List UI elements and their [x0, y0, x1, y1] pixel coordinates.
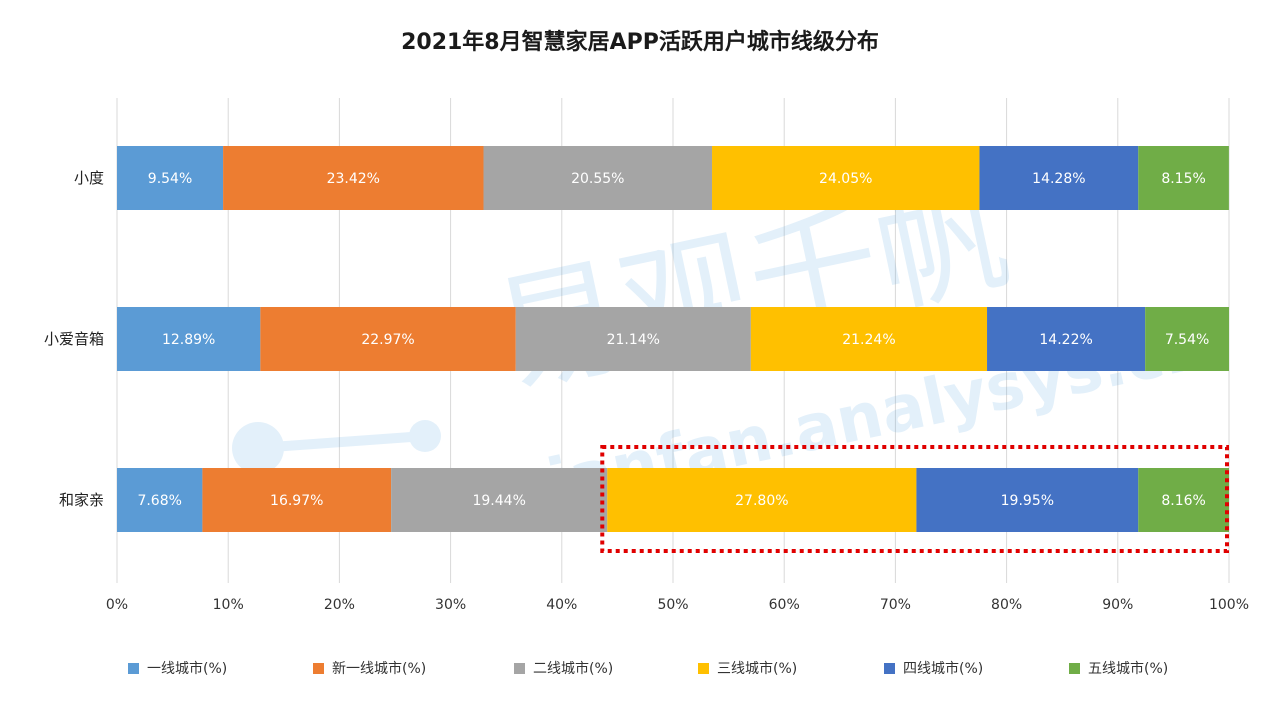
data-label: 20.55%	[571, 171, 624, 187]
x-tick-label: 80%	[991, 597, 1022, 613]
legend: 一线城市(%) 新一线城市(%) 二线城市(%) 三线城市(%) 四线城市(%) 五线城市…	[0, 658, 1280, 682]
data-label: 19.44%	[472, 493, 525, 509]
x-tick-label: 70%	[880, 597, 911, 613]
data-label: 21.24%	[842, 332, 895, 348]
data-label: 23.42%	[327, 171, 380, 187]
legend-label: 五线城市(%)	[1088, 661, 1169, 677]
legend-swatch	[128, 662, 139, 674]
bars	[117, 146, 1229, 532]
highlight-box	[600, 445, 1229, 553]
watermark-logo-icon	[257, 431, 426, 453]
bar-segment	[117, 307, 261, 371]
data-label: 19.95%	[1001, 493, 1054, 509]
bar-segment	[979, 146, 1139, 210]
bar-segment	[391, 468, 608, 532]
x-axis-ticks: 0% 10% 20% 30% 40% 50% 60% 70% 80% 90% 100%	[106, 597, 1249, 613]
legend-item: 五线城市(%)	[1069, 658, 1168, 678]
bar-segment	[712, 146, 980, 210]
bar-segment	[117, 468, 203, 532]
bar-segment	[750, 307, 988, 371]
bar-segment	[117, 146, 224, 210]
legend-item: 二线城市(%)	[514, 658, 613, 678]
bar-segment	[916, 468, 1139, 532]
legend-swatch	[313, 662, 324, 674]
legend-item: 一线城市(%)	[128, 658, 227, 678]
bar-segment	[607, 468, 917, 532]
bar-segment	[1145, 307, 1229, 371]
data-label: 9.54%	[148, 171, 192, 187]
watermark-logo-icon	[232, 422, 284, 474]
legend-swatch	[514, 662, 525, 674]
data-label: 14.28%	[1032, 171, 1085, 187]
x-tick-label: 90%	[1102, 597, 1133, 613]
x-tick-label: 100%	[1209, 597, 1249, 613]
data-label: 14.22%	[1039, 332, 1092, 348]
highlight-box	[600, 445, 1229, 553]
legend-label: 三线城市(%)	[717, 661, 798, 677]
data-label: 12.89%	[162, 332, 215, 348]
x-tick-label: 20%	[324, 597, 355, 613]
legend-label: 新一线城市(%)	[332, 661, 427, 677]
x-tick-label: 60%	[769, 597, 800, 613]
x-tick-label: 0%	[106, 597, 128, 613]
legend-item: 三线城市(%)	[698, 658, 797, 678]
category-label: 和家亲	[59, 491, 104, 509]
category-label: 小爱音箱	[44, 330, 104, 348]
data-label: 8.16%	[1161, 493, 1205, 509]
legend-swatch	[884, 662, 895, 674]
legend-item: 新一线城市(%)	[313, 658, 426, 678]
bar-segment	[1138, 468, 1229, 532]
chart-title: 2021年8月智慧家居APP活跃用户城市线级分布	[401, 30, 879, 55]
x-tick-label: 50%	[657, 597, 688, 613]
data-label: 16.97%	[270, 493, 323, 509]
data-label: 21.14%	[607, 332, 660, 348]
x-tick-label: 30%	[435, 597, 466, 613]
bar-segment	[260, 307, 516, 371]
data-label: 24.05%	[819, 171, 872, 187]
watermark-logo-icon	[409, 420, 441, 452]
x-tick-label: 10%	[213, 597, 244, 613]
data-label: 8.15%	[1161, 171, 1205, 187]
data-label: 22.97%	[361, 332, 414, 348]
legend-label: 一线城市(%)	[147, 661, 228, 677]
x-tick-label: 40%	[546, 597, 577, 613]
bar-segment	[483, 146, 713, 210]
category-label: 小度	[74, 169, 104, 187]
legend-item: 四线城市(%)	[884, 658, 983, 678]
bar-segment	[987, 307, 1146, 371]
bar-segment	[223, 146, 484, 210]
data-label: 27.80%	[735, 493, 788, 509]
legend-label: 二线城市(%)	[533, 661, 614, 677]
data-label: 7.54%	[1165, 332, 1209, 348]
bar-segment	[1138, 146, 1229, 210]
data-label: 7.68%	[137, 493, 181, 509]
bar-segment	[202, 468, 392, 532]
legend-swatch	[1069, 662, 1080, 674]
legend-swatch	[698, 662, 709, 674]
bar-segment	[515, 307, 751, 371]
data-labels: 9.54% 23.42% 20.55% 24.05% 14.28% 8.15% 12.89%…	[137, 171, 1209, 509]
legend-label: 四线城市(%)	[903, 661, 984, 677]
